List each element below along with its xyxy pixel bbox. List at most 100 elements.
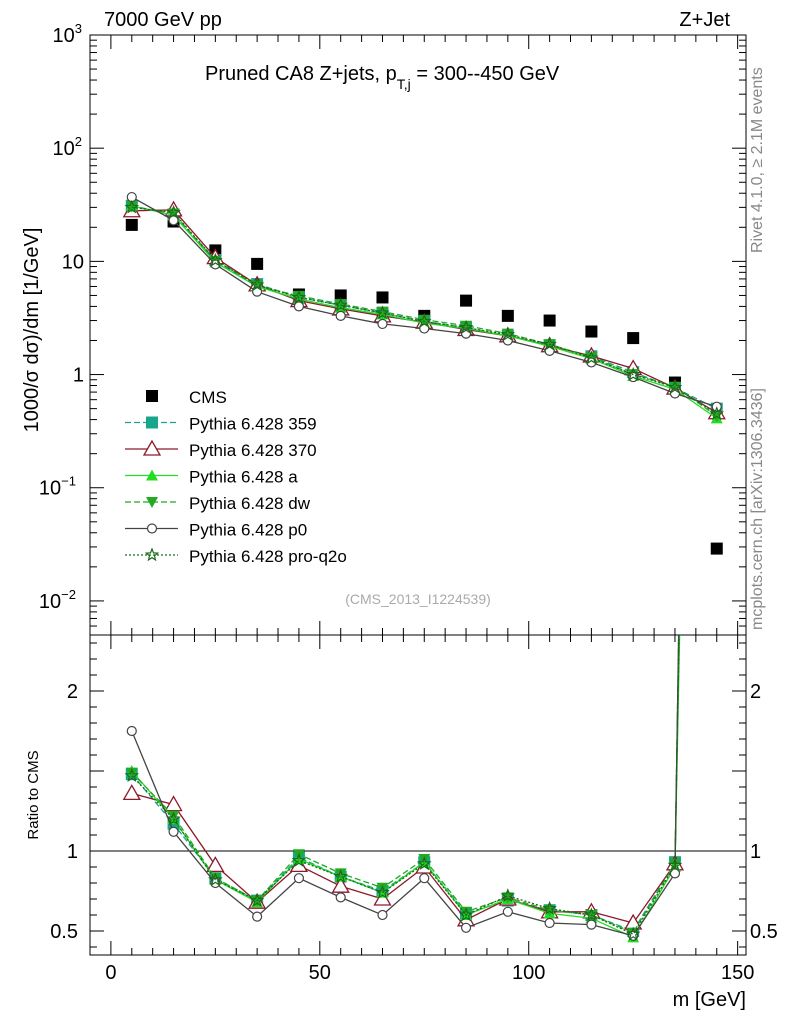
ratio-point-pythia-6-428-370 [206,856,225,873]
ratio-point-pythia-6-428-dw [460,906,473,918]
data-point-cms [543,314,556,327]
data-point-pythia-6-428-pro-q2o [542,336,557,351]
legend-marker-pythia-6-428-dw [146,497,158,508]
data-point-pythia-6-428-p0 [377,318,388,330]
x-tick-label: 100 [512,962,545,984]
ratio-point-pythia-6-428-pro-q2o [667,857,683,872]
data-point-pythia-6-428-dw [292,290,305,302]
ratio-y-tick-label: 2 [67,681,78,703]
data-point-pythia-6-428-pro-q2o [291,289,307,304]
ratio-point-pythia-6-428-pro-q2o [291,852,307,867]
main-ylabel: 1000/σ dσ)/dm [1/GeV] [21,228,43,433]
ratio-line-pythia-6-428-370 [131,635,680,924]
ratio-point-pythia-6-428-p0 [419,873,430,884]
data-point-pythia-6-428-pro-q2o [500,327,516,341]
main-frame [89,34,747,636]
ratio-frame [89,634,747,956]
legend-label-pythia-6-428-dw: Pythia 6.428 dw [189,494,311,513]
data-point-pythia-6-428-p0 [335,310,346,321]
main-axes: 10−2 10−1 1 10 102 103 [39,21,747,636]
y-tick-label: 103 [53,21,82,47]
ratio-point-pythia-6-428-p0 [168,826,179,837]
ratio-y-tick-label: 0.5 [50,921,78,943]
data-point-pythia-6-428-pro-q2o [458,319,474,334]
data-point-cms [125,218,138,231]
data-point-pythia-6-428-pro-q2o [333,297,348,312]
data-point-pythia-6-428-pro-q2o [249,277,265,292]
data-point-cms [710,542,723,555]
ratio-point-pythia-6-428-370 [164,795,183,812]
legend-marker-cms [146,390,158,402]
data-point-pythia-6-428-pro-q2o [417,313,432,328]
ratio-point-pythia-6-428-p0 [460,922,472,933]
legend-label-pythia-6-428-p0: Pythia 6.428 p0 [189,521,307,540]
ratio-point-pythia-6-428-370 [331,876,350,893]
legend-marker-pythia-6-428-359 [146,416,158,429]
ratio-y-tick-label: 1 [67,841,78,863]
legend-marker-pythia-6-428-370 [142,439,162,456]
ratio-y-tick-label-right: 0.5 [750,921,778,943]
data-point-pythia-6-428-dw [167,208,180,220]
data-point-pythia-6-428-pro-q2o [166,204,181,219]
data-point-cms [501,309,514,322]
ratio-point-pythia-6-428-dw [334,868,347,880]
data-point-pythia-6-428-dw [376,306,389,318]
x-tick-label: 0 [105,962,116,984]
ratio-ylabel: Ratio to CMS [25,750,42,839]
ratio-y-tick-label-right: 1 [750,841,761,863]
legend-marker-pythia-6-428-pro-q2o [144,547,160,562]
data-point-pythia-6-428-dw [334,299,347,311]
data-point-pythia-6-428-p0 [168,215,179,226]
legend-label-pythia-6-428-359: Pythia 6.428 359 [189,415,317,434]
data-point-pythia-6-428-pro-q2o [625,366,641,381]
ratio-point-pythia-6-428-pro-q2o [333,868,348,883]
data-point-cms [585,325,598,338]
data-point-pythia-6-428-dw [125,201,138,213]
header-right: Z+Jet [679,9,730,31]
analysis-watermark: (CMS_2013_I1224539) [345,591,491,607]
legend-label-pythia-6-428-pro-q2o: Pythia 6.428 pro-q2o [189,547,347,566]
data-point-pythia-6-428-dw [460,320,473,332]
series-line-pythia-6-428-pro-q2o [131,206,718,415]
y-tick-label: 1 [73,365,84,387]
legend-label-pythia-6-428-a: Pythia 6.428 a [189,468,298,487]
data-point-cms [334,289,347,302]
y-tick-label: 10 [62,251,84,273]
ratio-point-pythia-6-428-pro-q2o [124,768,140,783]
ratio-line-pythia-6-428-359 [131,635,680,932]
ratio-point-pythia-6-428-p0 [252,911,263,922]
x-tick-label: 50 [309,962,331,984]
ratio-point-pythia-6-428-p0 [544,917,555,929]
data-point-pythia-6-428-dw [418,314,431,326]
ratio-point-pythia-6-428-p0 [293,873,305,884]
data-point-pythia-6-428-p0 [293,301,305,312]
main-title: Pruned CA8 Z+jets, pT,j = 300--450 GeV [205,63,560,92]
legend-marker-pythia-6-428-a [146,469,158,481]
x-tick-label: 150 [721,962,754,984]
ratio-point-pythia-6-428-370 [122,784,141,801]
data-point-cms [460,294,473,307]
data-point-pythia-6-428-pro-q2o [375,305,390,320]
ratio-point-pythia-6-428-p0 [586,919,597,930]
x-axis-label: m [GeV] [673,989,746,1011]
data-point-pythia-6-428-pro-q2o [124,199,140,214]
legend: CMS Pythia 6.428 359 Pythia 6.428 370 Pythi… [125,388,347,566]
ratio-point-pythia-6-428-pro-q2o [417,856,432,871]
y-tick-label: 102 [53,134,82,160]
data-point-pythia-6-428-pro-q2o [584,350,599,365]
ratio-point-pythia-6-428-p0 [377,909,388,921]
ratio-point-pythia-6-428-pro-q2o [249,892,265,907]
main-series [122,191,726,555]
legend-marker-pythia-6-428-p0 [146,523,158,534]
ratio-point-pythia-6-428-p0 [502,906,513,917]
ratio-point-pythia-6-428-pro-q2o [375,884,390,899]
data-point-pythia-6-428-pro-q2o [667,379,683,394]
ratio-point-pythia-6-428-dw [167,810,180,822]
data-point-pythia-6-428-pro-q2o [709,406,725,421]
legend-label-pythia-6-428-370: Pythia 6.428 370 [189,441,317,460]
data-point-cms [627,332,640,345]
legend-label-cms: CMS [189,388,227,407]
ratio-point-pythia-6-428-p0 [126,725,137,737]
ratio-point-pythia-6-428-pro-q2o [625,926,641,941]
